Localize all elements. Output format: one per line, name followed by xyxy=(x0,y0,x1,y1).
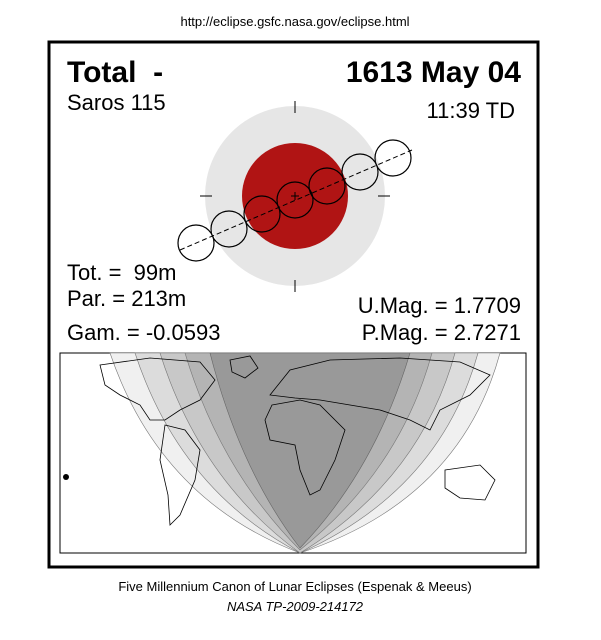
eclipse-type: Total - xyxy=(67,56,163,89)
eclipse-date: 1613 May 04 xyxy=(346,56,521,89)
moon xyxy=(341,153,379,191)
eclipse-geometry xyxy=(177,101,413,292)
total-visibility xyxy=(209,352,411,549)
url: http://eclipse.gsfc.nasa.gov/eclipse.htm… xyxy=(180,14,409,29)
moon xyxy=(210,210,248,248)
greenland xyxy=(229,355,259,379)
time: 11:39 TD xyxy=(427,98,515,123)
penumbral-magnitude: P.Mag. = 2.7271 xyxy=(362,320,521,345)
gamma: Gam. = -0.0593 xyxy=(67,320,220,345)
frame xyxy=(47,40,540,569)
marker xyxy=(63,474,69,480)
moon xyxy=(308,167,346,205)
total-duration: Tot. = 99m xyxy=(67,260,176,285)
moon xyxy=(243,195,281,233)
moon xyxy=(276,181,314,219)
visibility-map xyxy=(59,352,527,554)
north-america xyxy=(99,357,216,421)
africa xyxy=(264,399,346,496)
south-america xyxy=(159,424,201,526)
moon xyxy=(177,224,215,262)
australia xyxy=(444,464,496,501)
eurasia xyxy=(269,357,491,431)
saros: Saros 115 xyxy=(67,90,166,115)
umbral-magnitude: U.Mag. = 1.7709 xyxy=(358,293,521,318)
footer-credit: Five Millennium Canon of Lunar Eclipses … xyxy=(118,579,471,594)
partial-duration: Par. = 213m xyxy=(67,286,186,311)
moon xyxy=(374,139,412,177)
moon-path xyxy=(179,149,413,251)
footer-publication: NASA TP-2009-214172 xyxy=(227,599,364,614)
